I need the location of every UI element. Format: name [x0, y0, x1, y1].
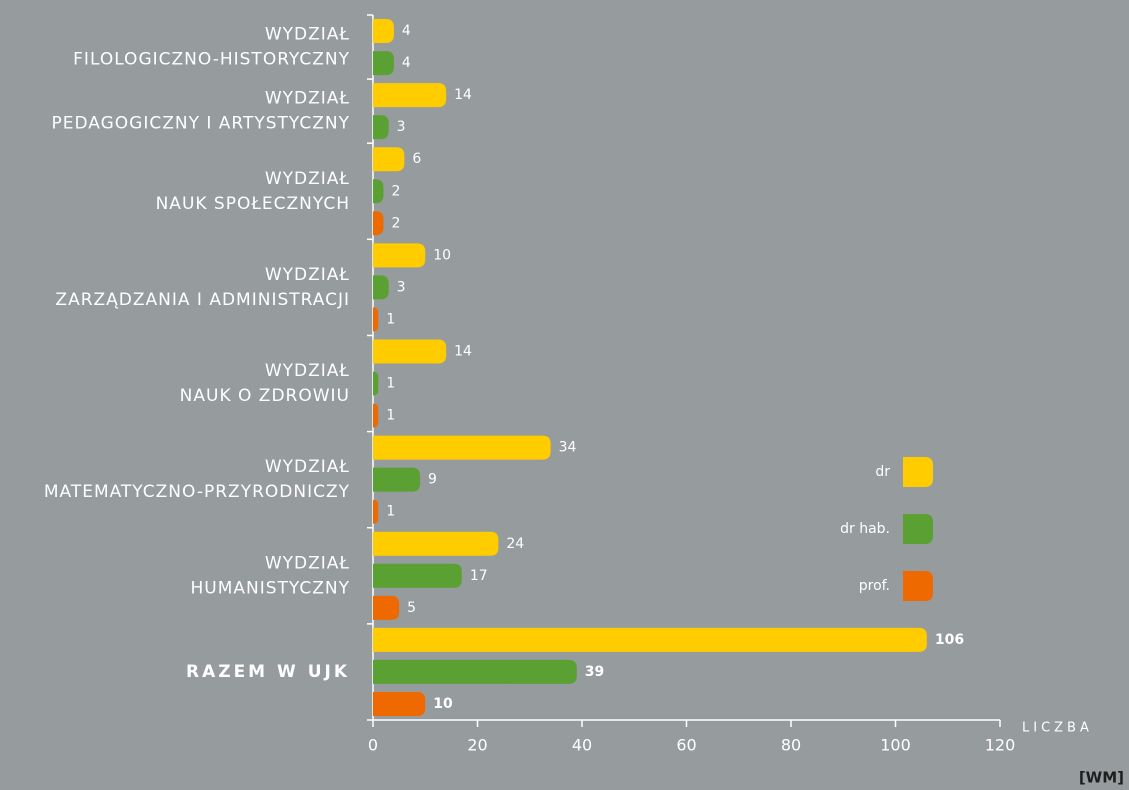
y-tick-label: ZARZĄDZANIA I ADMINISTRACJI: [55, 290, 350, 310]
bar: [373, 691, 426, 716]
y-tick-label: HUMANISTYCZNY: [190, 578, 350, 598]
value-label: 17: [470, 568, 488, 584]
value-label: 10: [433, 696, 453, 712]
bar: [373, 563, 462, 588]
y-tick-label: WYDZIAŁ: [265, 25, 350, 45]
bar: [373, 51, 394, 76]
value-label: 2: [391, 183, 400, 199]
value-label: 4: [402, 55, 411, 71]
y-tick-label: WYDZIAŁ: [265, 169, 350, 189]
value-label: 14: [454, 343, 472, 359]
value-label: 1: [386, 504, 395, 520]
bar: [373, 275, 389, 300]
x-tick-label: 80: [781, 736, 801, 755]
legend-swatch: [903, 571, 933, 601]
value-label: 106: [935, 632, 964, 648]
y-tick-label: NAUK SPOŁECZNYCH: [156, 194, 350, 214]
value-label: 10: [433, 247, 451, 263]
x-tick-label: 40: [572, 736, 592, 755]
y-tick-label: WYDZIAŁ: [265, 553, 350, 573]
value-label: 14: [454, 87, 472, 103]
bar: [373, 179, 384, 204]
bar: [373, 467, 421, 492]
value-label: 3: [397, 279, 406, 295]
y-tick-label: FILOLOGICZNO-HISTORYCZNY: [73, 50, 350, 70]
y-tick-label: WYDZIAŁ: [265, 265, 350, 285]
value-label: 34: [559, 440, 577, 456]
legend-label: prof.: [859, 578, 890, 594]
x-tick-label: 100: [880, 736, 911, 755]
bar: [373, 115, 389, 140]
bar: [373, 83, 447, 108]
x-tick-label: 120: [985, 736, 1016, 755]
bar: [373, 211, 384, 236]
bar: [373, 595, 400, 620]
legend-label: dr: [875, 464, 890, 480]
x-tick-label: 60: [676, 736, 696, 755]
value-label: 6: [412, 151, 421, 167]
y-tick-label: NAUK O ZDROWIU: [180, 386, 350, 406]
value-label: 39: [585, 664, 604, 680]
bar: [373, 435, 551, 460]
value-label: 1: [386, 376, 395, 392]
y-tick-label: PEDAGOGICZNY I ARTYSTYCZNY: [51, 114, 350, 134]
bar: [373, 147, 405, 172]
bar: [373, 19, 394, 44]
legend-label: dr hab.: [840, 521, 890, 537]
legend-swatch: [903, 514, 933, 544]
bar: [373, 659, 577, 684]
value-label: 9: [428, 472, 437, 488]
bar: [373, 371, 379, 396]
bar: [373, 307, 379, 332]
y-tick-label: RAZEM W UJK: [186, 662, 350, 682]
bar: [373, 243, 426, 268]
legend-swatch: [903, 457, 933, 487]
x-tick-label: 0: [368, 736, 378, 755]
bar: [373, 403, 379, 428]
y-tick-label: WYDZIAŁ: [265, 361, 350, 381]
y-tick-label: WYDZIAŁ: [265, 89, 350, 109]
value-label: 5: [407, 600, 416, 616]
value-label: 2: [391, 215, 400, 231]
y-tick-label: WYDZIAŁ: [265, 457, 350, 477]
x-axis-label: LICZBA: [1022, 721, 1093, 736]
bar: [373, 627, 927, 652]
value-label: 24: [506, 536, 524, 552]
value-label: 1: [386, 408, 395, 424]
value-label: 1: [386, 311, 395, 327]
y-tick-label: MATEMATYCZNO-PRZYRODNICZY: [44, 482, 350, 502]
bar: [373, 531, 499, 556]
footer: [WM]: [1079, 769, 1124, 787]
x-tick-label: 20: [467, 736, 487, 755]
value-label: 4: [402, 23, 411, 39]
bar: [373, 499, 379, 524]
value-label: 3: [397, 119, 406, 135]
bar: [373, 339, 447, 364]
